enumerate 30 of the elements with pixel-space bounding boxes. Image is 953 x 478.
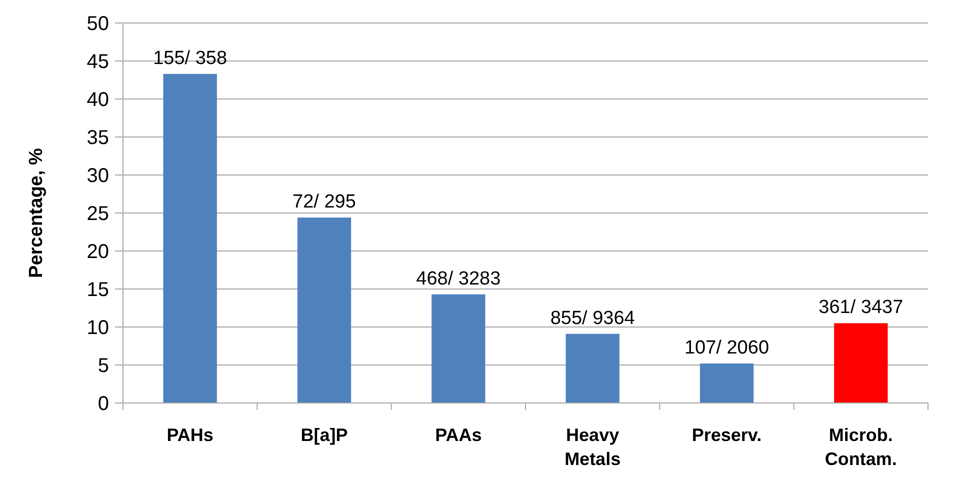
data-label: 468/ 3283 xyxy=(416,268,501,290)
bar xyxy=(297,218,352,403)
data-label: 855/ 9364 xyxy=(550,308,636,329)
bar xyxy=(700,363,754,403)
y-tick-label: 25 xyxy=(86,203,109,225)
data-label: 72/ 295 xyxy=(292,192,356,213)
bar xyxy=(566,334,620,403)
y-tick-label: 10 xyxy=(86,317,109,339)
y-tick-label: 45 xyxy=(86,51,109,73)
bar xyxy=(163,74,217,403)
y-tick-label: 40 xyxy=(86,89,109,111)
y-tick-label: 5 xyxy=(98,355,109,377)
data-label: 361/ 3437 xyxy=(818,297,904,318)
x-tick-label: Preserv. xyxy=(692,425,762,445)
y-tick-label: 15 xyxy=(86,279,109,301)
y-tick-label: 0 xyxy=(98,393,109,415)
y-tick-label: 30 xyxy=(86,165,109,187)
data-label: 155/ 358 xyxy=(153,48,228,69)
bar xyxy=(432,294,486,403)
x-tick-label: PAAs xyxy=(435,425,482,445)
y-tick-label: 35 xyxy=(86,127,109,149)
x-tick-label: PAHs xyxy=(166,425,214,445)
x-tick-label: B[a]P xyxy=(300,425,348,445)
bar xyxy=(834,323,888,403)
y-axis-title: Percentage, % xyxy=(26,148,47,278)
y-tick-label: 50 xyxy=(86,13,109,35)
y-tick-label: 20 xyxy=(86,241,109,263)
x-tick-label: Heavy Metals xyxy=(564,425,621,469)
x-tick-label: Microb. Contam. xyxy=(824,425,897,469)
data-label: 107/ 2060 xyxy=(684,337,770,358)
